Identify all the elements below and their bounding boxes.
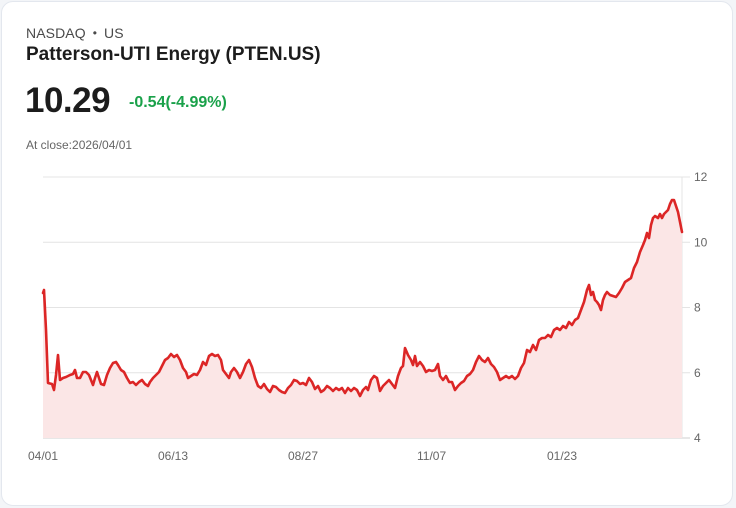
y-tick-label: 4	[694, 431, 701, 445]
price-line[interactable]	[41, 198, 684, 398]
y-tick-label: 10	[694, 235, 708, 249]
y-tick-label: 8	[694, 301, 701, 315]
separator-dot: •	[92, 26, 98, 40]
y-axis: 4 6 8 10 12	[694, 170, 708, 445]
price-change: -0.54(-4.99%)	[129, 94, 227, 111]
x-tick-label: 04/01	[28, 449, 58, 463]
exchange-line: NASDAQ • US	[26, 25, 124, 41]
x-axis: 04/01 06/13 08/27 11/07 01/23	[28, 449, 577, 463]
exchange-name: NASDAQ	[26, 25, 86, 41]
last-price: 10.29	[25, 81, 111, 120]
x-tick-label: 06/13	[158, 449, 188, 463]
stock-title: Patterson-UTI Energy (PTEN.US)	[26, 44, 321, 65]
x-tick-label: 01/23	[547, 449, 577, 463]
price-area-fill	[43, 200, 682, 438]
region: US	[104, 25, 124, 41]
x-tick-label: 08/27	[288, 449, 318, 463]
y-tick-label: 6	[694, 366, 701, 380]
as-of-date: At close:2026/04/01	[26, 138, 133, 152]
x-tick-label: 11/07	[417, 449, 446, 463]
y-tick-label: 12	[694, 170, 708, 184]
